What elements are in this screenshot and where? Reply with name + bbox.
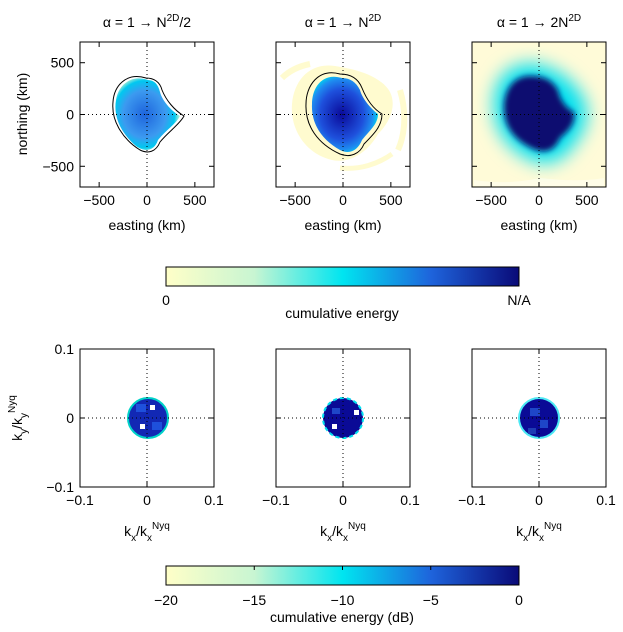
x-tick-label: 500 <box>575 192 599 208</box>
x-tick-label: 500 <box>183 192 207 208</box>
top-xlabel-1: easting (km) <box>108 217 185 233</box>
x-tick-label: 0 <box>143 192 151 208</box>
x-tick-label: 0 <box>339 192 347 208</box>
y-tick-label: 0 <box>66 107 74 123</box>
energy-region-1 <box>115 78 180 150</box>
x-tick-label: −0.1 <box>66 492 94 508</box>
x-tick-label: 0 <box>535 192 543 208</box>
x-tick-label: 0.1 <box>204 492 224 508</box>
colorbar-top-tick-min: 0 <box>162 292 170 308</box>
colorbar-bottom-tick-label: −15 <box>242 592 266 608</box>
y-tick-label: 500 <box>51 55 75 71</box>
title-panel-1: α = 1 → N2D/2 <box>103 13 191 30</box>
y-tick-label: 0.1 <box>55 341 75 357</box>
x-tick-label: 500 <box>379 192 403 208</box>
colorbar-bottom-tick-label: −5 <box>423 592 439 608</box>
title-panel-2: α = 1 → N2D <box>305 13 382 30</box>
colorbar-bottom-tick-label: −10 <box>331 592 355 608</box>
colorbar-top-gradient <box>165 266 520 287</box>
x-tick-label: −500 <box>475 192 507 208</box>
x-tick-label: 0 <box>339 492 347 508</box>
contour-line-1 <box>112 76 185 153</box>
x-tick-label: −0.1 <box>458 492 486 508</box>
top-xlabel-2: easting (km) <box>304 217 381 233</box>
colorbar-bottom-tick-label: −20 <box>154 592 178 608</box>
y-tick-label: −0.1 <box>46 479 74 495</box>
x-tick-label: 0.1 <box>400 492 420 508</box>
colorbar-top: 0 N/A cumulative energy <box>162 266 531 321</box>
x-tick-label: −500 <box>279 192 311 208</box>
colorbar-bottom: −20 −15 −10 −5 0 cumulative energy (dB) <box>154 565 523 625</box>
bottom-xlabel-2: kx/kxNyq <box>320 521 366 544</box>
top-xlabel-3: easting (km) <box>500 217 577 233</box>
energy-region-3 <box>504 76 575 152</box>
bottom-xlabel-1: kx/kxNyq <box>124 521 170 544</box>
colorbar-bottom-tick-label: 0 <box>515 592 523 608</box>
y-tick-label: 0 <box>66 410 74 426</box>
x-tick-label: 0 <box>143 492 151 508</box>
x-tick-label: −500 <box>83 192 115 208</box>
x-tick-label: −0.1 <box>262 492 290 508</box>
colorbar-top-label: cumulative energy <box>285 305 399 321</box>
colorbar-bottom-label: cumulative energy (dB) <box>270 609 414 625</box>
x-tick-label: 0 <box>535 492 543 508</box>
bottom-xlabel-3: kx/kxNyq <box>516 521 562 544</box>
x-tick-label: 0.1 <box>596 492 616 508</box>
colorbar-top-tick-max: N/A <box>507 292 531 308</box>
y-tick-label: −500 <box>42 158 74 174</box>
contour-line-2 <box>305 72 383 157</box>
top-ylabel: northing (km) <box>14 73 30 155</box>
bottom-ylabel: ky/kyNyq <box>7 395 30 441</box>
title-panel-3: α = 1 → 2N2D <box>497 13 581 30</box>
